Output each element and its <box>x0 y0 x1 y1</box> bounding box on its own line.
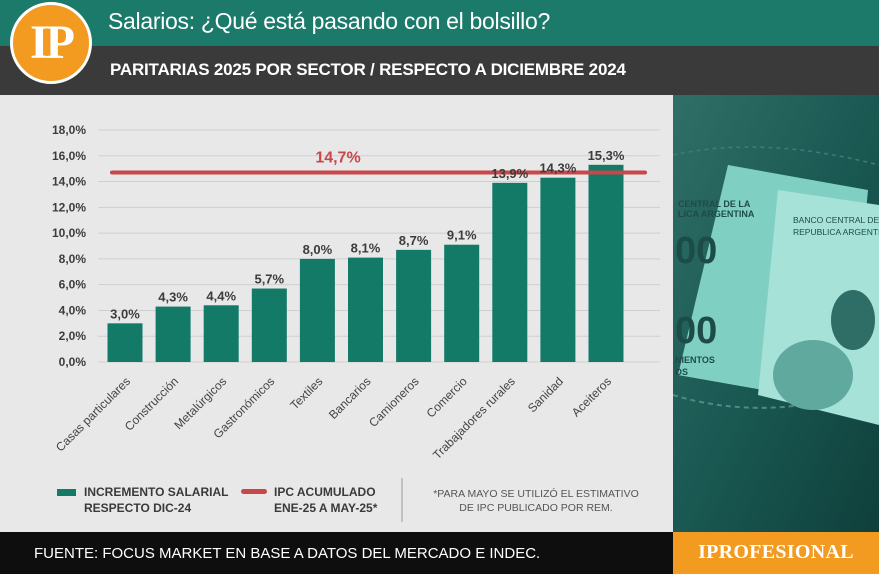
bar <box>396 249 432 362</box>
value-label: 5,7% <box>254 272 284 287</box>
source-note: FUENTE: FOCUS MARKET EN BASE A DATOS DEL… <box>34 545 541 562</box>
legend-bar-label-1: INCREMENTO SALARIAL <box>84 485 228 499</box>
banknote-digits-2: 00 <box>675 310 717 352</box>
value-label: 14,3% <box>539 161 576 176</box>
value-label: 13,9% <box>491 166 528 181</box>
reference-line-group: 14,7% <box>110 150 647 175</box>
logo-text: IP <box>30 16 75 69</box>
banknote-text-4: REPUBLICA ARGENTIN <box>793 227 879 237</box>
x-category-label: Casas particulares <box>53 374 133 454</box>
legend-bar-swatch <box>57 489 76 496</box>
legend: INCREMENTO SALARIAL RESPECTO DIC-24 IPC … <box>57 478 639 522</box>
bar <box>203 305 239 362</box>
value-label: 9,1% <box>447 228 477 243</box>
banknote-text-1: CENTRAL DE LA <box>678 199 751 209</box>
bar <box>444 244 480 362</box>
brand-box: IPROFESIONAL <box>673 532 879 574</box>
y-tick-label: 8,0% <box>59 252 87 266</box>
legend-line-label-2: ENE-25 A MAY-25* <box>274 501 378 515</box>
reference-line-label: 14,7% <box>315 150 360 167</box>
bar <box>588 164 624 362</box>
legend-note-2: DE IPC PUBLICADO POR REM. <box>459 502 612 514</box>
bar <box>155 306 191 362</box>
y-tick-label: 14,0% <box>52 175 86 189</box>
header-bar: Salarios: ¿Qué está pasando con el bolsi… <box>0 0 879 46</box>
bar <box>299 258 335 362</box>
banknote-text-2: LICA ARGENTINA <box>678 209 755 219</box>
y-tick-label: 16,0% <box>52 149 86 163</box>
banknotes-illustration: CENTRAL DE LA LICA ARGENTINA BANCO CENTR… <box>673 95 879 532</box>
x-category-label: Trabajadores rurales <box>430 374 518 462</box>
x-axis-labels: Casas particularesConstrucciónMetalúrgic… <box>53 374 614 462</box>
bars <box>107 164 624 362</box>
legend-line-swatch <box>241 489 267 494</box>
banknote-text-3: BANCO CENTRAL DE LA <box>793 215 879 225</box>
y-axis-ticks: 0,0% 2,0% 4,0% 6,0% 8,0% 10,0% 12,0% 14,0% 16,0%… <box>52 123 86 369</box>
value-label: 8,0% <box>303 242 333 257</box>
bar <box>492 182 528 362</box>
banknote-digits-1: 00 <box>675 230 717 272</box>
legend-note-1: *PARA MAYO SE UTILIZÓ EL ESTIMATIVO <box>433 487 639 500</box>
subheader-bar: PARITARIAS 2025 POR SECTOR / RESPECTO A … <box>0 46 879 95</box>
x-category-label: Aceiteros <box>569 374 614 419</box>
bar <box>251 288 287 362</box>
legend-line-label-1: IPC ACUMULADO <box>274 485 376 499</box>
value-label: 3,0% <box>110 306 140 321</box>
y-tick-label: 12,0% <box>52 200 86 214</box>
chart-subtitle: PARITARIAS 2025 POR SECTOR / RESPECTO A … <box>110 60 626 79</box>
legend-bar-label-2: RESPECTO DIC-24 <box>84 501 191 515</box>
x-category-label: Comercio <box>424 374 470 420</box>
y-tick-label: 6,0% <box>59 278 87 292</box>
x-category-label: Bancarios <box>326 374 374 422</box>
x-category-label: Camioneros <box>366 374 422 430</box>
value-label: 4,4% <box>206 288 236 303</box>
bar <box>107 323 143 362</box>
banknote-text-6: OS <box>675 367 688 377</box>
banknotes-photo: CENTRAL DE LA LICA ARGENTINA BANCO CENTR… <box>673 95 879 532</box>
y-tick-label: 0,0% <box>59 355 87 369</box>
y-tick-label: 2,0% <box>59 329 87 343</box>
chart-area: 0,0% 2,0% 4,0% 6,0% 8,0% 10,0% 12,0% 14,0% 16,0%… <box>0 95 673 532</box>
value-label: 8,1% <box>351 241 381 256</box>
x-category-label: Textiles <box>287 374 325 412</box>
y-tick-label: 4,0% <box>59 303 87 317</box>
value-label: 15,3% <box>588 148 625 163</box>
ip-logo: IP <box>10 2 92 84</box>
banknote-text-5: NIENTOS <box>675 355 715 365</box>
brand-name: IPROFESIONAL <box>698 541 854 563</box>
x-category-label: Sanidad <box>525 374 566 415</box>
y-tick-label: 10,0% <box>52 226 86 240</box>
bar <box>348 257 383 362</box>
value-label: 8,7% <box>399 233 429 248</box>
bar <box>540 177 576 362</box>
bar-chart: 0,0% 2,0% 4,0% 6,0% 8,0% 10,0% 12,0% 14,0% 16,0%… <box>52 123 660 522</box>
y-tick-label: 18,0% <box>52 123 86 137</box>
value-labels: 3,0% 4,3% 4,4% 5,7% 8,0% 8,1% 8,7% 9,1% 13,9% 14,… <box>110 148 625 322</box>
page-title: Salarios: ¿Qué está pasando con el bolsi… <box>108 8 550 34</box>
value-label: 4,3% <box>158 290 188 305</box>
